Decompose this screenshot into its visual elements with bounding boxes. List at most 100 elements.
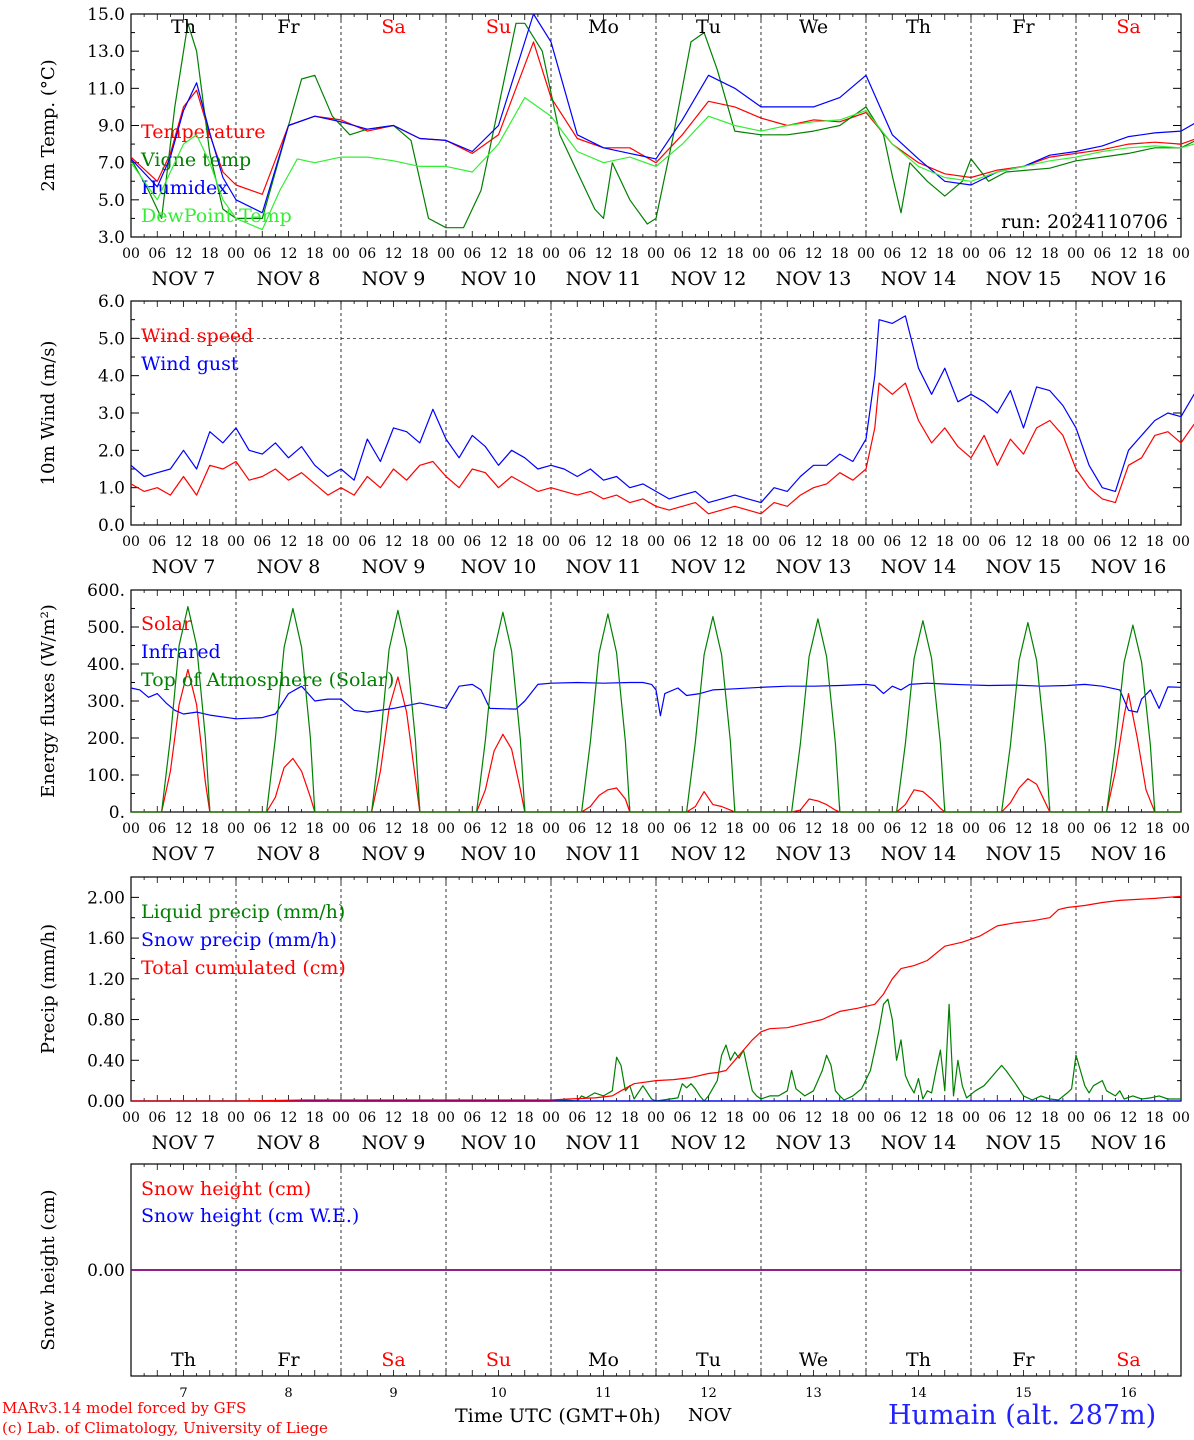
hour-label: 00 xyxy=(1172,246,1190,262)
hour-label: 06 xyxy=(673,246,691,262)
hour-label: 12 xyxy=(385,534,403,550)
hour-label: 06 xyxy=(883,246,901,262)
hour-label: 00 xyxy=(227,246,245,262)
hour-label: 06 xyxy=(568,1110,586,1126)
y-tick-label: 500. xyxy=(87,618,125,638)
hour-label: 18 xyxy=(621,534,639,550)
hour-label: 18 xyxy=(306,534,324,550)
hour-label: 18 xyxy=(516,1110,534,1126)
hour-label: 06 xyxy=(568,246,586,262)
legend-entry: Temperature xyxy=(141,121,265,143)
legend-entry: Snow precip (mm/h) xyxy=(141,929,337,951)
hour-label: 12 xyxy=(1120,246,1138,262)
date-label: NOV 8 xyxy=(257,1132,321,1154)
date-label: NOV 11 xyxy=(566,1132,642,1154)
date-label: NOV 14 xyxy=(881,556,957,578)
hour-label: 12 xyxy=(595,534,613,550)
hour-label: 18 xyxy=(621,821,639,837)
date-label: NOV 11 xyxy=(566,556,642,578)
hour-label: 06 xyxy=(568,821,586,837)
y-tick-label: 5.0 xyxy=(98,191,125,211)
hour-label: 18 xyxy=(1041,534,1059,550)
hour-label: 00 xyxy=(752,1110,770,1126)
day-number-label: 9 xyxy=(389,1386,397,1401)
hour-label: 12 xyxy=(700,821,718,837)
date-label: NOV 14 xyxy=(881,843,957,865)
day-name-label: Su xyxy=(486,1349,511,1371)
hour-label: 18 xyxy=(1146,821,1164,837)
hour-label: 18 xyxy=(726,246,744,262)
hour-label: 18 xyxy=(411,534,429,550)
day-name-label: Fr xyxy=(277,16,300,38)
hour-label: 12 xyxy=(910,246,928,262)
y-tick-label: 1.0 xyxy=(98,479,125,499)
date-label: NOV 8 xyxy=(257,843,321,865)
y-tick-label: 0.00 xyxy=(87,1261,125,1281)
hour-label: 12 xyxy=(385,246,403,262)
day-number-label: 8 xyxy=(284,1386,292,1401)
hour-label: 00 xyxy=(1067,246,1085,262)
day-number-label: 15 xyxy=(1015,1386,1032,1401)
hour-label: 18 xyxy=(936,246,954,262)
hour-label: 06 xyxy=(988,534,1006,550)
hour-label: 12 xyxy=(1120,1110,1138,1126)
hour-label: 00 xyxy=(542,246,560,262)
hour-label: 18 xyxy=(726,534,744,550)
hour-label: 00 xyxy=(542,821,560,837)
hour-label: 00 xyxy=(1067,534,1085,550)
hour-label: 18 xyxy=(1146,534,1164,550)
hour-label: 12 xyxy=(175,246,193,262)
hour-label: 00 xyxy=(332,1110,350,1126)
hour-label: 12 xyxy=(1015,246,1033,262)
date-label: NOV 11 xyxy=(566,843,642,865)
hour-label: 00 xyxy=(332,534,350,550)
hour-label: 00 xyxy=(857,821,875,837)
hour-label: 00 xyxy=(1067,821,1085,837)
hour-label: 06 xyxy=(358,534,376,550)
hour-label: 12 xyxy=(280,246,298,262)
y-tick-label: 100. xyxy=(87,766,125,786)
hour-label: 06 xyxy=(1093,1110,1111,1126)
day-name-label: Th xyxy=(906,16,931,38)
legend-entry: Solar xyxy=(141,613,193,635)
hour-label: 00 xyxy=(962,246,980,262)
hour-label: 06 xyxy=(358,1110,376,1126)
hour-label: 00 xyxy=(962,821,980,837)
y-axis-label: Snow height (cm) xyxy=(38,1189,59,1350)
hour-label: 12 xyxy=(805,534,823,550)
date-label: NOV 10 xyxy=(461,843,537,865)
y-tick-label: 9.0 xyxy=(98,117,125,137)
series-line xyxy=(130,315,1194,504)
day-name-label: Fr xyxy=(1012,16,1035,38)
hour-label: 06 xyxy=(463,821,481,837)
date-label: NOV 12 xyxy=(671,843,747,865)
hour-label: 18 xyxy=(516,534,534,550)
hour-label: 00 xyxy=(752,246,770,262)
y-tick-label: 3.0 xyxy=(98,404,125,424)
hour-label: 12 xyxy=(700,534,718,550)
date-label: NOV 11 xyxy=(566,268,642,290)
hour-label: 06 xyxy=(358,821,376,837)
y-tick-label: 2.0 xyxy=(98,441,125,461)
hour-label: 06 xyxy=(988,246,1006,262)
hour-label: 12 xyxy=(595,1110,613,1126)
hour-label: 00 xyxy=(857,1110,875,1126)
hour-label: 12 xyxy=(280,821,298,837)
hour-label: 18 xyxy=(936,534,954,550)
hour-label: 06 xyxy=(1093,534,1111,550)
hour-label: 06 xyxy=(568,534,586,550)
day-name-label: Fr xyxy=(1012,1349,1035,1371)
hour-label: 12 xyxy=(490,821,508,837)
date-label: NOV 8 xyxy=(257,268,321,290)
hour-label: 18 xyxy=(1146,1110,1164,1126)
date-label: NOV 14 xyxy=(881,1132,957,1154)
date-label: NOV 8 xyxy=(257,556,321,578)
hour-label: 06 xyxy=(253,1110,271,1126)
hour-label: 06 xyxy=(673,534,691,550)
date-label: NOV 14 xyxy=(881,268,957,290)
hour-label: 12 xyxy=(385,1110,403,1126)
hour-label: 00 xyxy=(962,534,980,550)
y-tick-label: 300. xyxy=(87,692,125,712)
hour-label: 00 xyxy=(857,246,875,262)
time-axis-label: Time UTC (GMT+0h) xyxy=(455,1405,661,1427)
